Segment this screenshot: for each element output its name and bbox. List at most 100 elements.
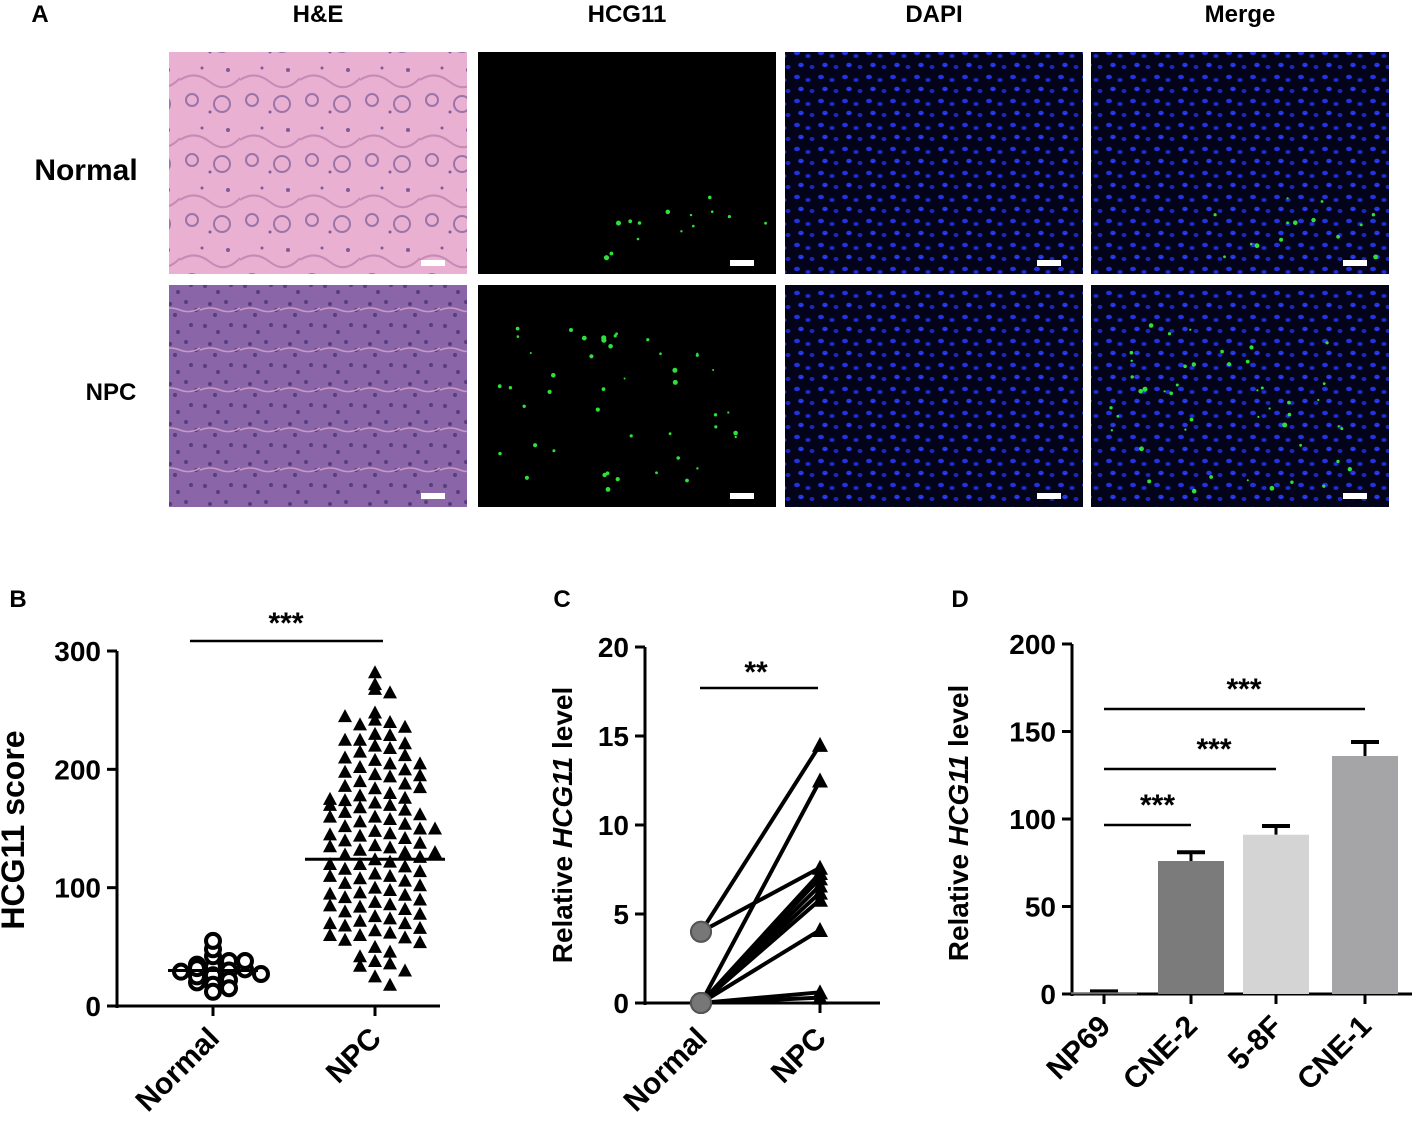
hcg11-signal bbox=[1148, 323, 1154, 328]
hcg11-signal bbox=[1139, 446, 1144, 452]
hcg11-signal bbox=[734, 435, 737, 439]
b-point-npc bbox=[353, 885, 367, 899]
b-point-npc bbox=[398, 790, 412, 804]
b-point-npc bbox=[398, 762, 412, 776]
hcg11-signal bbox=[1287, 400, 1291, 405]
b-point-npc bbox=[368, 866, 382, 880]
hcg11-signal bbox=[1213, 213, 1217, 217]
hcg11-signal bbox=[1256, 389, 1259, 392]
hcg11-signal bbox=[589, 354, 594, 359]
hcg11-signal bbox=[1142, 386, 1148, 392]
hcg11-signal bbox=[1109, 406, 1113, 410]
hcg11-signal bbox=[605, 487, 611, 492]
b-point-npc bbox=[338, 918, 352, 932]
b-point-npc bbox=[383, 944, 397, 958]
b-point-npc bbox=[413, 892, 427, 906]
c-pair-line bbox=[699, 928, 822, 1005]
hcg11-signal bbox=[1191, 362, 1197, 367]
c-pair-line bbox=[700, 995, 821, 1005]
b-point-npc bbox=[413, 807, 427, 821]
hcg11-signal bbox=[1110, 429, 1114, 432]
b-significance-label: *** bbox=[268, 607, 303, 640]
b-point-npc bbox=[368, 954, 382, 968]
b-point-npc bbox=[353, 744, 367, 758]
hcg11-signal bbox=[1322, 484, 1326, 488]
d-x-tick-label: 5-8F bbox=[1222, 1010, 1289, 1077]
b-point-npc bbox=[383, 812, 397, 826]
d-y-axis-label-part-2: level bbox=[943, 685, 974, 755]
micrograph-image bbox=[478, 285, 776, 507]
b-point-npc bbox=[398, 887, 412, 901]
d-bar-CNE-1 bbox=[1332, 756, 1398, 994]
hcg11-signal bbox=[713, 413, 718, 417]
hcg11-signal bbox=[1373, 254, 1378, 260]
b-point-npc bbox=[383, 840, 397, 854]
b-point-npc bbox=[428, 821, 442, 835]
hcg11-signal bbox=[1320, 200, 1324, 203]
b-point-npc bbox=[353, 949, 367, 963]
hcg11-signal bbox=[615, 477, 620, 482]
hcg11-signal bbox=[1183, 364, 1187, 369]
b-point-npc bbox=[368, 738, 382, 752]
b-point-normal bbox=[220, 979, 238, 998]
b-y-axis-label: HCG11 score bbox=[0, 730, 31, 929]
b-point-npc bbox=[413, 906, 427, 920]
b-point-npc bbox=[428, 845, 442, 859]
b-point-normal bbox=[236, 952, 254, 971]
b-point-npc bbox=[413, 864, 427, 878]
b-point-npc bbox=[323, 898, 337, 912]
b-point-npc bbox=[338, 764, 352, 778]
d-y-axis-label-part-0: Relative bbox=[943, 846, 974, 961]
hcg11-signal bbox=[659, 352, 662, 356]
b-point-npc bbox=[338, 847, 352, 861]
b-point-npc bbox=[338, 932, 352, 946]
hcg11-signal bbox=[1290, 480, 1294, 484]
b-point-npc bbox=[398, 859, 412, 873]
b-x-tick-label: NPC bbox=[320, 1022, 388, 1090]
b-point-npc bbox=[398, 736, 412, 750]
c-point-npc bbox=[812, 922, 828, 938]
hcg11-signal bbox=[1189, 417, 1194, 422]
hcg11-signal bbox=[1371, 213, 1376, 217]
b-point-normal bbox=[204, 931, 222, 950]
b-point-npc bbox=[368, 767, 382, 781]
c-pair-line bbox=[700, 865, 821, 934]
hcg11-signal bbox=[1322, 382, 1326, 385]
b-point-npc bbox=[413, 849, 427, 863]
hcg11-signal bbox=[602, 472, 607, 478]
micrograph-image bbox=[785, 285, 1083, 507]
micrograph-image bbox=[1091, 52, 1389, 274]
b-point-npc bbox=[338, 750, 352, 764]
hcg11-signal bbox=[1163, 390, 1166, 393]
c-y-tick-label: 15 bbox=[598, 721, 629, 752]
b-point-npc bbox=[368, 795, 382, 809]
hcg11-signal bbox=[616, 220, 621, 226]
b-point-npc bbox=[413, 835, 427, 849]
b-point-npc bbox=[383, 956, 397, 970]
b-y-tick-label: 100 bbox=[54, 873, 101, 904]
hcg11-signal bbox=[1223, 255, 1226, 259]
hcg11-signal bbox=[1325, 341, 1329, 345]
b-point-npc bbox=[413, 920, 427, 934]
c-pair-line bbox=[699, 898, 822, 1005]
b-point-npc bbox=[353, 928, 367, 941]
micrograph-npc-0 bbox=[169, 285, 467, 507]
b-point-npc bbox=[413, 935, 427, 949]
b-point-npc bbox=[338, 833, 352, 847]
b-point-npc bbox=[398, 845, 412, 859]
b-point-npc bbox=[383, 797, 397, 811]
hcg11-signal bbox=[672, 379, 678, 385]
b-y-tick-label: 200 bbox=[54, 754, 101, 785]
d-y-tick-label: 150 bbox=[1009, 717, 1056, 748]
b-point-npc bbox=[353, 759, 367, 773]
hcg11-signal bbox=[1209, 475, 1213, 479]
scale-bar bbox=[1037, 260, 1061, 266]
b-point-npc bbox=[383, 897, 397, 911]
hcg11-signal bbox=[655, 471, 658, 475]
d-y-tick-label: 50 bbox=[1025, 892, 1056, 923]
d-y-axis-label-part-1: HCG11 bbox=[943, 755, 974, 846]
b-point-npc bbox=[368, 823, 382, 837]
hcg11-signal bbox=[533, 443, 538, 448]
b-point-npc bbox=[383, 786, 397, 799]
